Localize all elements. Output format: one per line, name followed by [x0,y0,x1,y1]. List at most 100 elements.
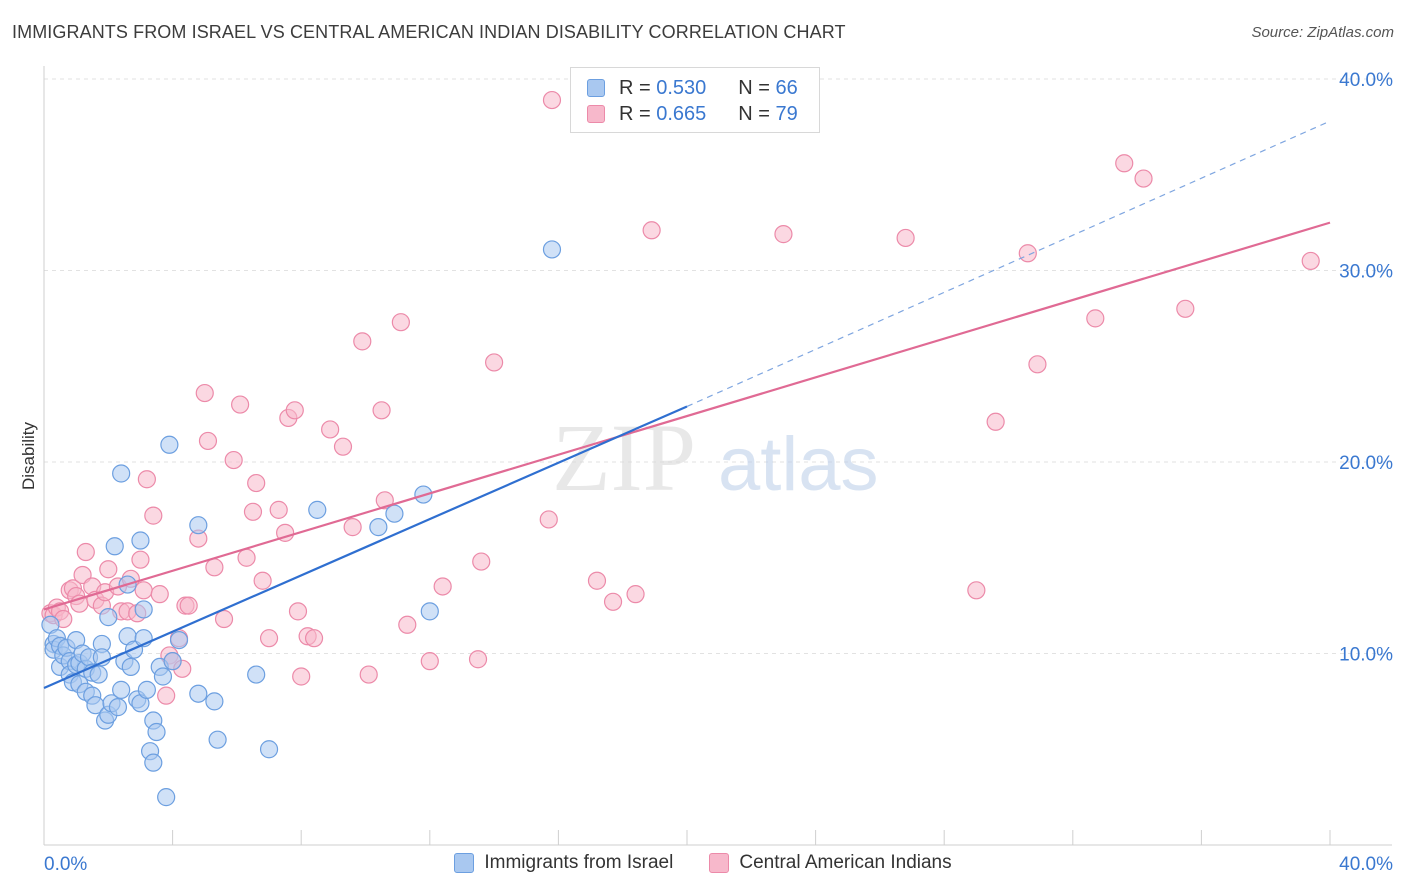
legend-item-central-american[interactable]: Central American Indians [709,852,952,874]
r-label: R = [619,76,651,99]
data-point-central-american [896,228,915,248]
data-point-israel [144,753,163,772]
data-point-central-american [237,548,256,567]
data-point-israel [208,730,227,749]
data-point-central-american [1176,299,1195,318]
data-point-central-american [433,577,452,596]
data-point-central-american [288,602,308,621]
legend-item-israel[interactable]: Immigrants from Israel [454,852,673,874]
data-point-central-american [1301,251,1320,271]
data-point-central-american [642,221,661,240]
correlation-legend: R = 0.530 N = 66 R = 0.665 N = 79 [570,67,820,133]
data-point-central-american [1028,355,1047,374]
y-axis-label: Disability [19,421,38,490]
data-point-central-american [1134,169,1153,188]
data-point-central-american [144,506,163,525]
legend-label-israel: Immigrants from Israel [484,852,674,873]
n-value-central-american: 79 [775,102,798,125]
data-point-central-american [259,629,279,648]
data-point-central-american [626,585,645,604]
data-point-central-american [198,431,218,451]
data-point-central-american [1018,244,1037,263]
data-point-central-american [179,596,198,615]
data-point-israel [99,608,118,627]
y-tick-label: 10.0% [1339,645,1393,666]
data-point-israel [134,600,153,619]
data-point-central-american [967,581,986,600]
x-tick-label: 0.0% [44,854,87,875]
data-point-central-american [292,667,311,686]
data-point-central-american [321,420,340,439]
data-point-central-american [243,502,263,521]
data-point-central-american [343,518,362,537]
data-point-central-american [398,615,417,634]
data-point-central-american [353,332,372,351]
n-label: N = [738,102,770,125]
data-point-central-american [131,550,150,569]
data-point-central-american [372,401,391,420]
data-point-central-american [99,560,118,579]
trendline-central-american [43,221,1331,611]
series-central-american-indians [41,90,1320,705]
data-point-central-american [247,473,266,493]
y-tick-label: 30.0% [1339,262,1393,283]
data-point-israel [160,435,179,454]
data-point-central-american [253,571,272,590]
data-point-central-american [224,450,243,470]
data-point-central-american [195,383,214,403]
data-point-central-american [472,552,491,571]
data-point-central-american [1086,309,1105,328]
data-point-central-american [420,652,439,671]
legend-swatch-pink [709,853,730,873]
data-point-israel [108,698,128,717]
data-point-central-american [205,558,224,577]
data-point-central-american [269,500,288,519]
r-label: R = [619,102,651,125]
y-tick-label: 40.0% [1339,70,1393,91]
legend-label-central-american: Central American Indians [739,852,952,873]
data-point-central-american [214,609,234,629]
data-point-israel [112,464,131,483]
series-immigrants-from-israel [41,240,562,807]
data-point-central-american [76,542,95,562]
data-point-israel [369,518,388,537]
data-point-central-american [542,90,562,110]
data-point-central-american [468,650,488,669]
legend-row-israel: R = 0.530 N = 66 [587,76,798,100]
data-point-israel [137,680,156,699]
data-point-central-american [603,592,623,611]
n-label: N = [738,76,770,99]
data-point-central-american [1115,154,1134,173]
data-point-israel [308,500,327,519]
chart-title: IMMIGRANTS FROM ISRAEL VS CENTRAL AMERIC… [12,22,846,42]
data-point-israel [131,531,150,550]
data-point-israel [112,680,131,699]
data-point-central-american [157,686,176,705]
trendline-israel-extension [686,120,1331,408]
watermark-zip: ZIP [552,404,696,511]
y-tick-label: 20.0% [1339,453,1393,474]
data-point-israel [205,692,224,711]
data-point-israel [247,665,266,684]
data-point-israel [163,652,182,671]
watermark-atlas: atlas [718,422,879,507]
data-point-israel [420,602,439,621]
data-point-central-american [231,395,250,414]
data-point-central-american [333,437,353,456]
data-point-central-american [285,401,304,420]
data-point-israel [89,665,108,684]
data-point-central-american [137,470,156,489]
data-point-central-american [134,581,153,600]
r-value-israel: 0.530 [656,76,707,99]
legend-swatch-blue [587,79,605,97]
data-point-central-american [986,412,1005,431]
data-point-central-american [150,585,169,604]
legend-swatch-blue [454,853,475,873]
data-point-central-american [539,510,558,529]
x-tick-label: 40.0% [1339,854,1393,875]
data-point-central-american [587,571,607,590]
gridlines [44,78,1392,654]
data-point-israel [169,630,189,650]
data-point-israel [542,240,562,259]
